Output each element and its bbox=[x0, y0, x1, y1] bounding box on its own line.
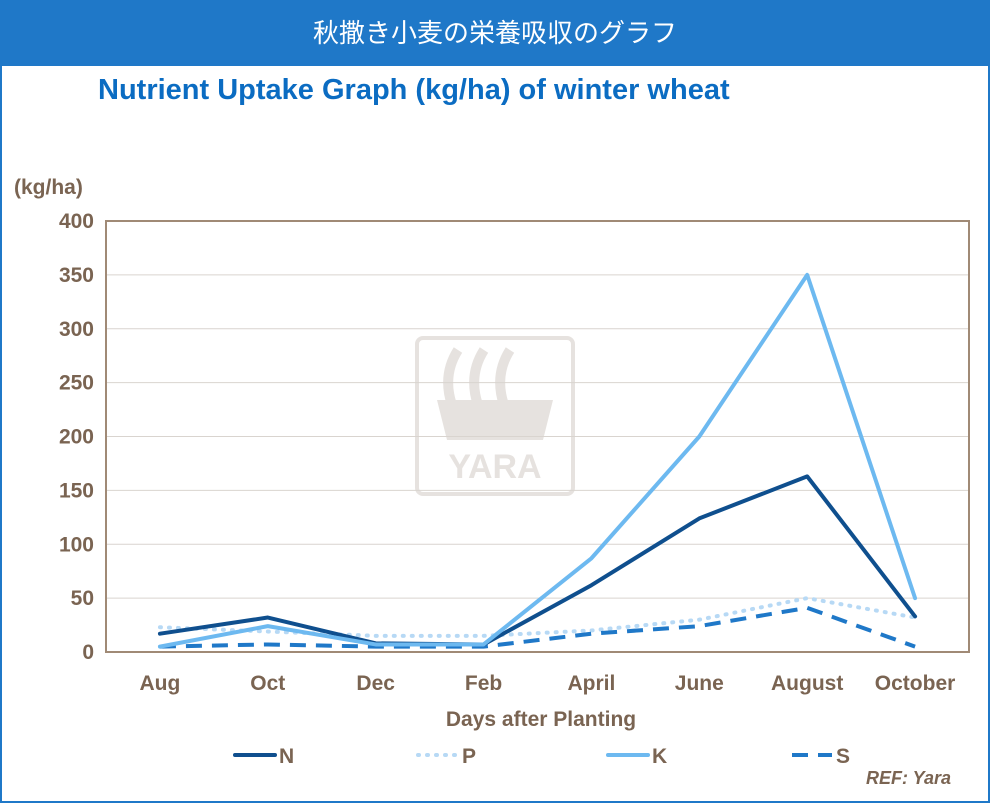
legend-label-P: P bbox=[462, 745, 476, 768]
chart-title: Nutrient Uptake Graph (kg/ha) of winter … bbox=[98, 74, 730, 106]
watermark-mark bbox=[443, 347, 463, 407]
x-ticks: Aug Oct Dec Feb April June August October bbox=[140, 672, 956, 695]
y-tick-label: 100 bbox=[59, 533, 94, 556]
banner-title: 秋撒き小麦の栄養吸収のグラフ bbox=[2, 2, 988, 66]
y-axis-label: (kg/ha) bbox=[14, 176, 83, 199]
grid bbox=[106, 274, 969, 599]
y-tick-label: 250 bbox=[59, 372, 94, 395]
series-line-S bbox=[159, 605, 916, 649]
x-tick-label: Dec bbox=[356, 672, 395, 695]
yara-logo-watermark: YARA bbox=[415, 336, 575, 496]
watermark-mark bbox=[495, 347, 515, 407]
y-tick-label: 150 bbox=[59, 479, 94, 502]
legend-label-K: K bbox=[652, 745, 667, 768]
legend-label-S: S bbox=[836, 745, 850, 768]
x-tick-label: Feb bbox=[465, 672, 502, 695]
x-axis-label: Days after Planting bbox=[446, 708, 636, 731]
plot-area bbox=[105, 220, 970, 653]
y-tick-label: 200 bbox=[59, 426, 94, 449]
x-tick-label: Oct bbox=[250, 672, 285, 695]
watermark-text: YARA bbox=[448, 448, 541, 486]
series-line-K bbox=[157, 272, 918, 649]
y-tick-label: 50 bbox=[71, 587, 94, 610]
watermark-mark bbox=[469, 347, 489, 407]
x-tick-label: Aug bbox=[140, 672, 181, 695]
x-tick-label: April bbox=[568, 672, 616, 695]
reference-note: REF: Yara bbox=[866, 768, 952, 788]
x-tick-label: October bbox=[875, 672, 956, 695]
series-lines bbox=[157, 272, 918, 649]
y-tick-label: 400 bbox=[59, 210, 94, 233]
watermark-border bbox=[415, 336, 575, 496]
x-tick-label: August bbox=[771, 672, 843, 695]
plot-border bbox=[105, 220, 970, 653]
x-tick-label: June bbox=[675, 672, 724, 695]
y-tick-label: 0 bbox=[82, 641, 94, 664]
y-tick-label: 350 bbox=[59, 264, 94, 287]
series-line-P bbox=[157, 596, 918, 638]
y-ticks: 0 50 100 150 200 250 300 350 400 bbox=[59, 210, 94, 664]
legend-label-N: N bbox=[279, 745, 294, 768]
y-tick-label: 300 bbox=[59, 318, 94, 341]
series-line-N bbox=[157, 474, 918, 647]
watermark-ship bbox=[437, 400, 553, 440]
